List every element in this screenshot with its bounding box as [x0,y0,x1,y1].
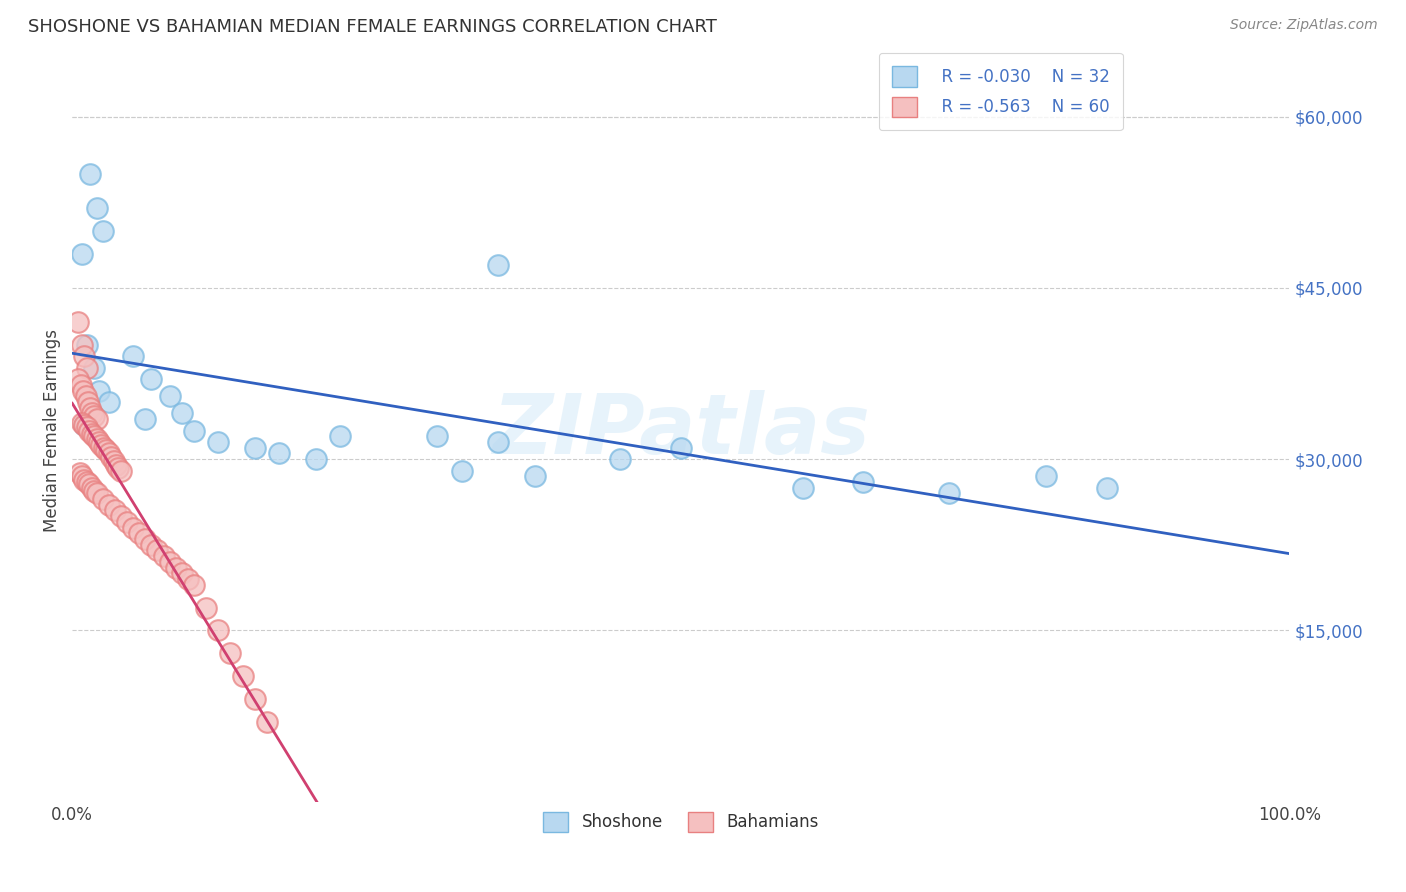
Point [91,492,114,507]
Point [75,389,97,403]
Point [100,450,122,464]
Point [70,338,93,352]
Point [80,481,103,495]
Point [83,360,105,375]
Point [159,555,181,569]
Point [170,566,193,581]
Point [73,350,96,364]
Point [852,475,875,489]
Point [141,372,163,386]
Point [87,435,110,450]
Point [96,442,118,457]
Point [792,481,814,495]
Point [146,543,169,558]
Point [70,469,93,483]
Point [609,452,631,467]
Point [107,461,129,475]
Point [207,624,229,638]
Point [87,384,110,398]
Point [486,435,509,450]
Point [141,538,163,552]
Point [73,473,96,487]
Point [152,549,174,563]
Point [219,646,242,660]
Point [159,389,181,403]
Point [70,416,93,430]
Point [486,258,509,272]
Point [134,412,156,426]
Point [97,446,120,460]
Point [77,477,100,491]
Point [79,167,101,181]
Point [177,572,200,586]
Point [86,201,108,215]
Point [110,509,132,524]
Point [72,384,94,398]
Point [170,407,193,421]
Point [83,409,105,423]
Point [134,532,156,546]
Point [79,401,101,415]
Point [86,486,108,500]
Point [76,360,98,375]
Point [105,458,128,472]
Point [91,224,114,238]
Point [165,560,187,574]
Point [69,378,91,392]
Point [77,395,100,409]
Point [73,417,96,432]
Point [80,407,103,421]
Text: Source: ZipAtlas.com: Source: ZipAtlas.com [1230,18,1378,32]
Point [86,432,108,446]
Point [83,484,105,499]
Point [67,372,90,386]
Point [67,315,90,329]
Point [232,669,254,683]
Point [183,424,205,438]
Point [1035,469,1057,483]
Point [80,427,103,442]
Point [77,424,100,438]
Point [86,412,108,426]
Point [122,350,145,364]
Point [103,454,125,468]
Point [76,420,98,434]
Point [83,429,105,443]
Point [305,452,328,467]
Point [523,469,546,483]
Point [269,446,291,460]
Point [90,438,112,452]
Point [938,486,960,500]
Legend: Shoshone, Bahamians: Shoshone, Bahamians [530,798,832,846]
Point [97,395,120,409]
Point [115,515,138,529]
Point [97,498,120,512]
Point [1095,481,1118,495]
Point [426,429,449,443]
Point [195,600,218,615]
Point [69,466,91,480]
Point [329,429,352,443]
Point [256,714,278,729]
Point [76,338,98,352]
Point [128,526,150,541]
Text: ZIPatlas: ZIPatlas [492,390,870,471]
Point [70,246,93,260]
Point [669,441,692,455]
Point [243,691,266,706]
Point [122,520,145,534]
Point [183,577,205,591]
Y-axis label: Median Female Earnings: Median Female Earnings [44,329,60,533]
Text: SHOSHONE VS BAHAMIAN MEDIAN FEMALE EARNINGS CORRELATION CHART: SHOSHONE VS BAHAMIAN MEDIAN FEMALE EARNI… [28,18,717,36]
Point [207,435,229,450]
Point [450,464,472,478]
Point [104,503,127,517]
Point [110,464,132,478]
Point [76,475,98,489]
Point [73,417,96,432]
Point [243,441,266,455]
Point [93,441,115,455]
